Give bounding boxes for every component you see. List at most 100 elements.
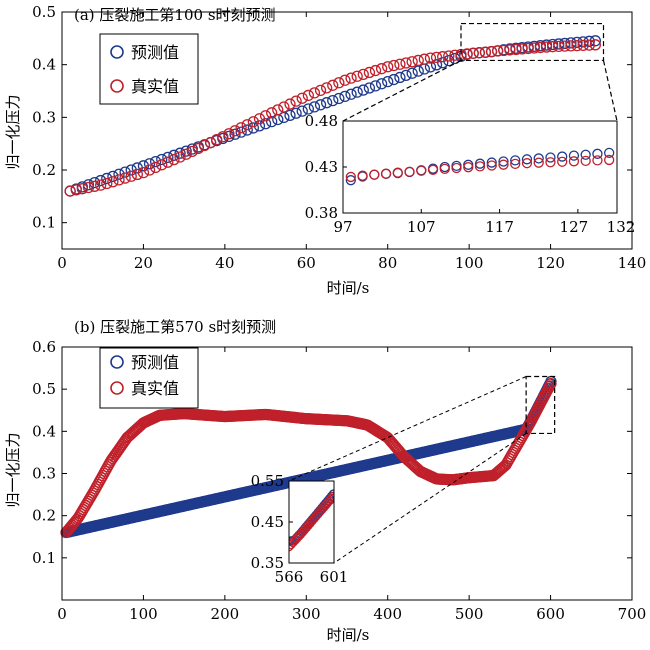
actual-point — [589, 39, 602, 51]
actual-point — [101, 177, 113, 190]
actual-point — [510, 158, 521, 170]
actual-point — [522, 42, 534, 55]
actual-point — [557, 156, 568, 167]
y-tick-label: 0.3 — [32, 108, 56, 126]
actual-point — [553, 40, 565, 53]
predicted-point — [290, 107, 302, 119]
panel-a-chart: (a) 压裂施工第100 s时刻预测 0 20 40 60 80 100 120 140 0.1… — [4, 3, 646, 297]
predicted-point — [284, 109, 296, 121]
inset-x-tick-label: 117 — [485, 218, 514, 236]
panel-b-inset: 566 601 0.35 0.45 0.55 — [251, 472, 349, 586]
actual-point — [235, 122, 247, 134]
actual-point — [308, 87, 321, 99]
predicted-point — [363, 82, 376, 94]
predicted-point — [345, 88, 357, 100]
legend-actual-marker — [110, 79, 124, 93]
actual-point — [443, 50, 455, 62]
actual-point — [474, 161, 486, 172]
actual-point — [180, 148, 192, 160]
actual-point — [392, 167, 403, 178]
predicted-point — [568, 150, 580, 161]
actual-point — [192, 142, 205, 155]
zoom-connector — [602, 60, 618, 122]
inset-x-tick-label: 132 — [607, 218, 636, 236]
predicted-point — [137, 160, 150, 172]
actual-point — [186, 145, 198, 158]
actual-point — [546, 41, 559, 53]
predicted-point — [592, 148, 603, 159]
x-tick-label: 600 — [536, 605, 565, 623]
y-tick-label: 0.2 — [32, 161, 56, 179]
panel-a-y-axis-title: 归一化压力 — [4, 94, 22, 169]
actual-point — [253, 113, 266, 125]
actual-point — [119, 172, 131, 184]
predicted-point — [406, 67, 418, 79]
panel-a-inset: 97 107 117 127 132 0.38 0.43 0.48 — [305, 112, 636, 236]
predicted-point — [272, 113, 284, 126]
inset-y-tick-label: 0.45 — [251, 513, 284, 531]
inset-x-tick-label: 566 — [275, 568, 304, 586]
actual-point — [290, 95, 302, 107]
legend-predicted-label: 预测值 — [131, 43, 179, 62]
actual-point — [284, 98, 296, 110]
x-tick-label: 300 — [292, 605, 321, 623]
predicted-point — [559, 37, 571, 50]
actual-point — [345, 72, 357, 84]
x-tick-label: 140 — [618, 254, 647, 272]
predicted-point — [162, 151, 174, 164]
actual-point — [375, 63, 388, 75]
predicted-point — [95, 174, 107, 187]
actual-point — [491, 45, 504, 57]
actual-point — [565, 40, 577, 52]
predicted-point — [229, 128, 241, 140]
legend-actual-label: 真实值 — [131, 379, 179, 398]
actual-point — [510, 43, 522, 56]
actual-point — [357, 170, 368, 181]
predicted-point — [400, 69, 412, 81]
actual-point — [162, 156, 174, 168]
predicted-point — [375, 78, 388, 90]
legend-predicted-marker — [110, 355, 124, 369]
actual-point — [211, 134, 223, 146]
actual-point — [424, 52, 437, 64]
predicted-point — [168, 149, 180, 161]
actual-point — [400, 57, 412, 69]
actual-point — [439, 163, 450, 174]
panel-a-marks — [64, 35, 602, 197]
predicted-point — [107, 170, 119, 182]
actual-point — [70, 184, 82, 196]
predicted-point — [521, 154, 533, 165]
actual-point — [382, 61, 394, 73]
actual-point — [137, 166, 150, 179]
actual-point — [461, 48, 473, 60]
predicted-point — [143, 158, 156, 170]
predicted-point — [113, 168, 125, 180]
actual-point — [88, 180, 101, 192]
actual-point — [473, 47, 485, 59]
actual-point — [388, 59, 400, 72]
actual-point — [504, 44, 516, 56]
predicted-point — [412, 65, 424, 77]
actual-point — [559, 40, 571, 52]
predicted-point — [533, 153, 544, 164]
predicted-point — [302, 103, 314, 115]
actual-point — [259, 110, 272, 122]
actual-point — [64, 185, 76, 197]
actual-point — [498, 44, 510, 57]
predicted-point — [119, 166, 131, 178]
actual-point — [412, 54, 424, 67]
actual-point — [577, 39, 589, 52]
actual-point — [369, 169, 380, 180]
predicted-point — [247, 122, 260, 134]
actual-point — [533, 157, 544, 168]
x-tick-label: 100 — [455, 254, 484, 272]
panel-b-marks — [60, 375, 557, 539]
x-tick-label: 100 — [129, 605, 158, 623]
x-tick-label: 0 — [57, 605, 67, 623]
predicted-point — [604, 147, 615, 159]
x-tick-label: 400 — [373, 605, 402, 623]
actual-point — [437, 51, 449, 63]
actual-point — [223, 128, 235, 140]
actual-point — [498, 159, 509, 170]
